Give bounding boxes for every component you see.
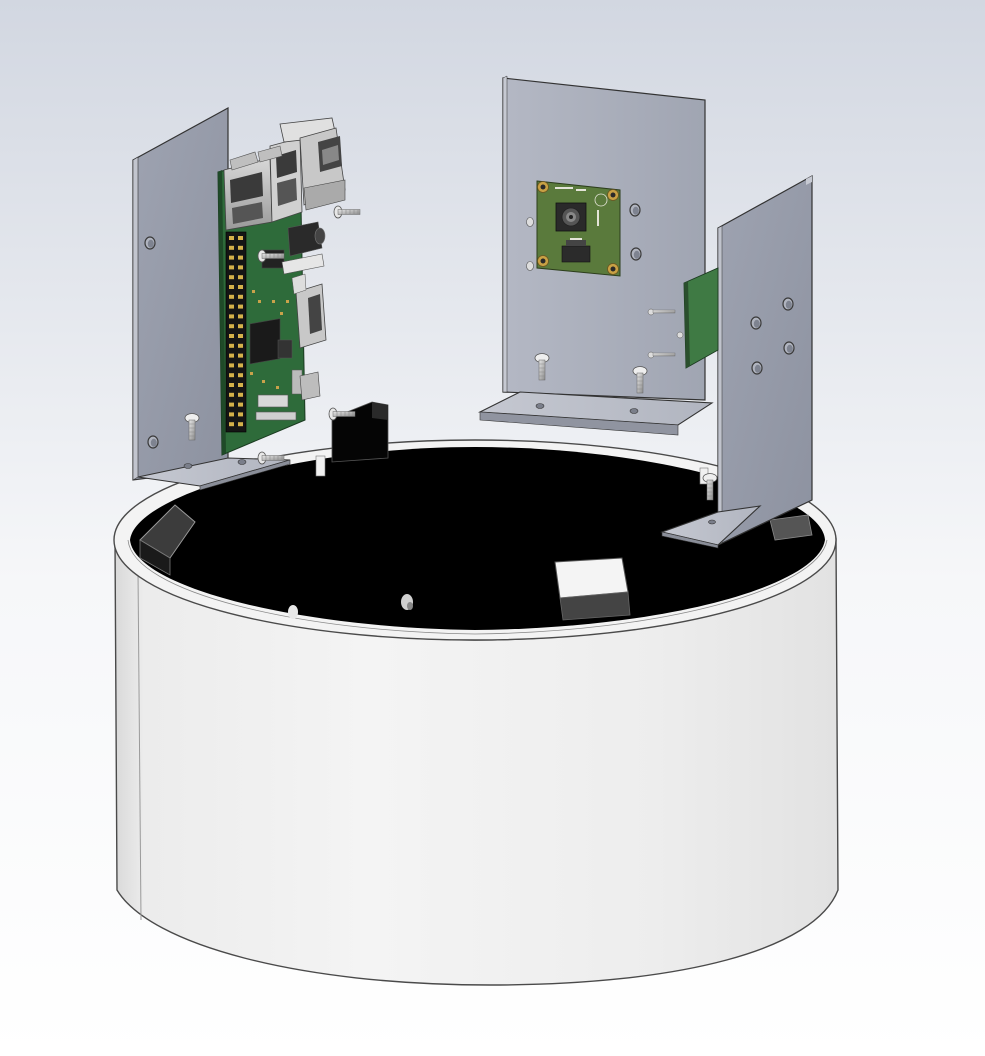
l-bracket-left[interactable] [132,106,291,491]
gpio-pin [238,353,243,358]
gpio-pin [238,383,243,387]
gpio-pin [229,402,234,407]
cylindrical-base-enclosure[interactable] [113,439,839,986]
usb-ethernet-ports [223,117,346,231]
gpio-pin [229,343,234,348]
gpio-pin [229,304,234,309]
gpio-pin [229,334,234,338]
screw-icon[interactable] [526,217,648,394]
gpio-pin [229,255,234,260]
gpio-pin [238,304,243,309]
gpio-pin [229,422,234,427]
raspberry-pi-board-icon[interactable] [217,117,346,456]
gpio-pin [238,314,243,319]
gpio-pin [229,265,234,270]
gpio-pin [229,245,234,250]
gpio-pin [238,373,243,378]
gpio-pin [229,324,234,329]
gpio-pin [238,343,243,348]
gpio-pin [238,392,243,397]
gpio-pin [229,373,234,378]
gpio-pin [238,363,243,368]
gpio-pin [238,275,243,280]
gpio-header [225,231,247,433]
gpio-pin [229,383,234,387]
gpio-pin [238,255,243,260]
gpio-pin [238,422,243,427]
gpio-pin [238,402,243,407]
gpio-pin [229,392,234,397]
interior-bracket-center [331,401,389,463]
camera-module-icon[interactable] [536,180,621,277]
interior-mount-block [554,557,631,621]
gpio-pin [229,275,234,280]
screw-icon[interactable] [647,308,718,501]
interior-holes [288,594,413,619]
gpio-pin [229,412,234,417]
gpio-pin [229,294,234,299]
gpio-pin [238,285,243,289]
gpio-pin [238,245,243,250]
gpio-pin [229,285,234,289]
interior-clip-right [769,514,813,541]
gpio-pin [238,334,243,338]
gpio-pin [229,236,234,240]
gpio-pin [238,265,243,270]
gpio-pin [229,353,234,358]
interior-clip-left [139,504,196,576]
gpio-pin [229,314,234,319]
gpio-pin [238,412,243,417]
gpio-pin [229,363,234,368]
gpio-pin [238,236,243,240]
gpio-pin [238,324,243,329]
l-bracket-right[interactable] [660,174,813,549]
gpio-pin [238,294,243,299]
